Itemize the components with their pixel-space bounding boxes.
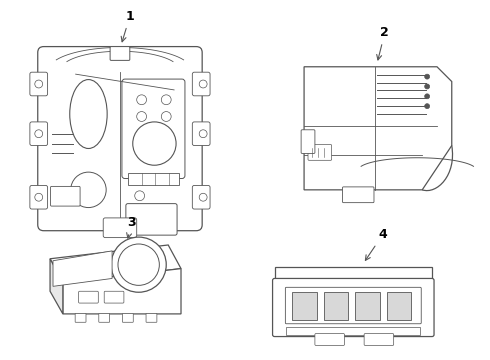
- FancyBboxPatch shape: [30, 185, 48, 209]
- Circle shape: [425, 84, 430, 89]
- FancyBboxPatch shape: [126, 204, 177, 235]
- Polygon shape: [63, 269, 181, 314]
- Circle shape: [425, 104, 430, 109]
- Polygon shape: [304, 67, 452, 190]
- FancyBboxPatch shape: [193, 72, 210, 96]
- FancyBboxPatch shape: [285, 287, 421, 324]
- Circle shape: [135, 191, 145, 201]
- Polygon shape: [53, 251, 112, 286]
- Circle shape: [161, 112, 171, 121]
- Circle shape: [137, 95, 147, 105]
- Circle shape: [161, 95, 171, 105]
- Bar: [128, 173, 179, 185]
- Text: 4: 4: [366, 228, 387, 260]
- Circle shape: [133, 122, 176, 165]
- Text: 3: 3: [126, 216, 136, 238]
- FancyBboxPatch shape: [122, 79, 185, 179]
- FancyBboxPatch shape: [193, 122, 210, 145]
- Text: 1: 1: [121, 10, 134, 42]
- FancyBboxPatch shape: [301, 130, 315, 153]
- Circle shape: [35, 80, 43, 88]
- FancyBboxPatch shape: [308, 145, 332, 160]
- Circle shape: [425, 74, 430, 79]
- FancyBboxPatch shape: [78, 291, 98, 303]
- FancyBboxPatch shape: [193, 185, 210, 209]
- FancyBboxPatch shape: [104, 291, 124, 303]
- Bar: [355, 292, 380, 320]
- Circle shape: [199, 193, 207, 201]
- Polygon shape: [274, 267, 432, 280]
- Circle shape: [199, 130, 207, 138]
- Circle shape: [35, 193, 43, 201]
- FancyBboxPatch shape: [30, 72, 48, 96]
- Circle shape: [111, 237, 166, 292]
- FancyBboxPatch shape: [99, 314, 110, 322]
- Circle shape: [118, 244, 159, 285]
- FancyBboxPatch shape: [146, 314, 157, 322]
- Bar: [292, 292, 317, 320]
- Bar: [324, 292, 348, 320]
- Bar: [387, 292, 412, 320]
- FancyBboxPatch shape: [110, 46, 130, 60]
- FancyBboxPatch shape: [122, 314, 133, 322]
- Circle shape: [137, 112, 147, 121]
- Circle shape: [35, 130, 43, 138]
- FancyBboxPatch shape: [50, 186, 80, 206]
- Circle shape: [71, 172, 106, 208]
- Polygon shape: [50, 245, 181, 282]
- FancyBboxPatch shape: [343, 187, 374, 203]
- FancyBboxPatch shape: [364, 334, 393, 345]
- FancyBboxPatch shape: [103, 218, 137, 238]
- FancyBboxPatch shape: [38, 46, 202, 231]
- Ellipse shape: [70, 80, 107, 148]
- FancyBboxPatch shape: [272, 278, 434, 337]
- Circle shape: [199, 80, 207, 88]
- FancyBboxPatch shape: [75, 314, 86, 322]
- Text: 2: 2: [377, 26, 389, 60]
- Polygon shape: [50, 259, 63, 314]
- FancyBboxPatch shape: [315, 334, 344, 345]
- Circle shape: [425, 94, 430, 99]
- FancyBboxPatch shape: [30, 122, 48, 145]
- Bar: [286, 327, 420, 334]
